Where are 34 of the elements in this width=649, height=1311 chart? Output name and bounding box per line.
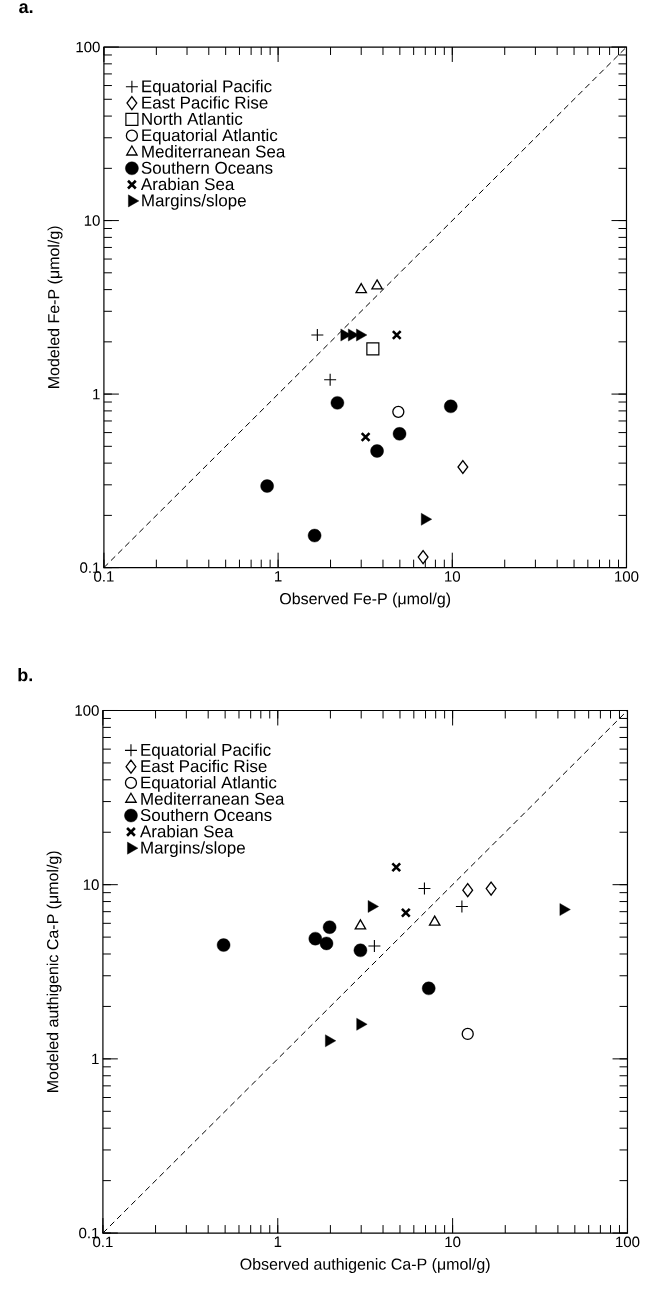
x-tick-label: 10 bbox=[444, 571, 460, 582]
legend-label: Southern Oceans bbox=[140, 808, 272, 822]
x-tick-label: 10 bbox=[445, 1236, 461, 1248]
x-axis-title: Observed authigenic Ca-P (μmol/g) bbox=[240, 1258, 490, 1273]
chart-title: b. bbox=[18, 668, 32, 682]
legend-label: Equatorial Atlantic bbox=[141, 776, 277, 792]
y-tick-label: 0.1 bbox=[79, 562, 100, 573]
y-axis-title: Modeled authigenic Ca-P (μmol/g) bbox=[46, 851, 62, 1092]
legend-label: Margins/slope bbox=[142, 194, 246, 210]
legend-label: Equatorial Atlantic bbox=[142, 128, 278, 145]
legend-label: East Pacific Rise bbox=[142, 96, 268, 109]
legend-label: Arabian Sea bbox=[140, 177, 235, 191]
x-tick-label: 100 bbox=[615, 1236, 640, 1248]
legend-label: Margins/slope bbox=[141, 841, 245, 858]
x-tick-label: 100 bbox=[614, 571, 639, 582]
y-tick-label: 100 bbox=[75, 705, 99, 716]
x-tick-label: 1 bbox=[274, 1236, 281, 1247]
chart-title: a. bbox=[18, 3, 33, 14]
x-tick-label: 1 bbox=[274, 571, 282, 582]
y-tick-label: 100 bbox=[76, 41, 100, 53]
y-tick-label: 1 bbox=[92, 388, 100, 400]
y-tick-label: 10 bbox=[83, 879, 99, 890]
legend-label: Mediterranean Sea bbox=[142, 145, 286, 158]
legend-label: Arabian Sea bbox=[139, 824, 234, 838]
x-axis-title: Observed Fe-P (μmol/g) bbox=[279, 592, 450, 608]
y-tick-label: 1 bbox=[91, 1053, 99, 1065]
legend-label: Equatorial Pacific bbox=[141, 743, 271, 760]
y-axis-title: Modeled Fe-P (μmol/g) bbox=[47, 226, 63, 388]
legend-label: North Atlantic bbox=[142, 112, 243, 125]
legend-label: Mediterranean Sea bbox=[141, 792, 285, 805]
legend-label: Equatorial Pacific bbox=[142, 79, 272, 96]
y-tick-label: 10 bbox=[84, 215, 100, 226]
legend-label: Southern Oceans bbox=[141, 161, 273, 174]
legend-label: East Pacific Rise bbox=[141, 759, 267, 773]
